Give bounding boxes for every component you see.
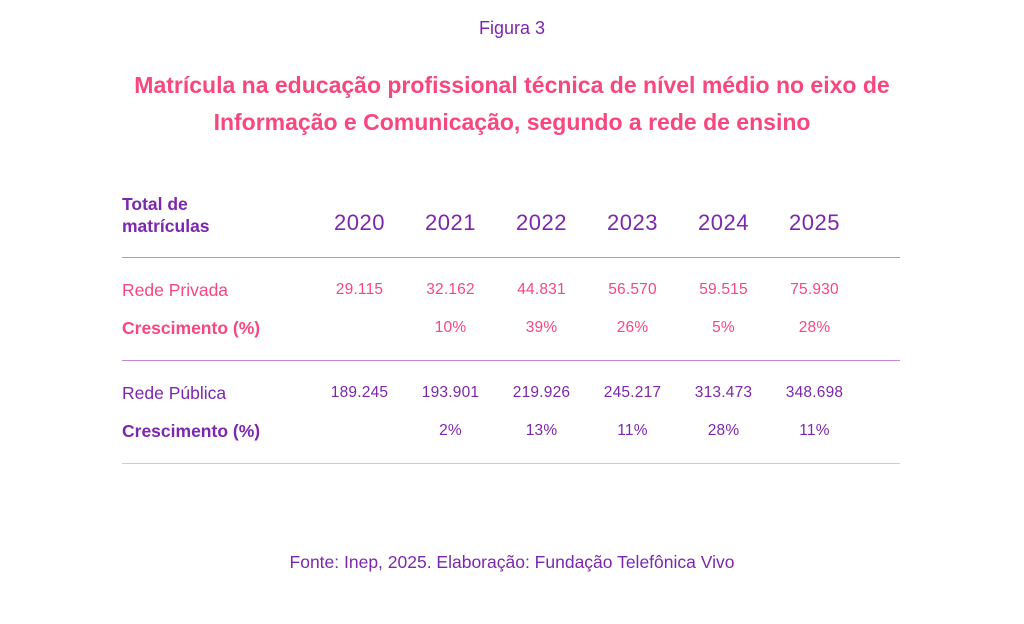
figure-title-line1: Matrícula na educação profissional técni… [134,72,890,98]
rede-publica-group: Rede Pública 189.245 193.901 219.926 245… [122,361,900,463]
year-header-2023: 2023 [607,210,658,235]
value-cell: 219.926 [512,384,571,401]
value-cell: 313.473 [694,384,753,401]
table-header-label: Total de matrículas [122,194,210,236]
growth-cell: 26% [616,319,649,336]
value-cell: 75.930 [790,281,839,298]
value-cell: 29.115 [335,281,384,298]
year-header-2021: 2021 [425,210,476,235]
growth-cell: 28% [707,422,740,439]
growth-cell: 10% [434,319,467,336]
value-cell: 59.515 [699,281,748,298]
value-cell: 348.698 [785,384,844,401]
table-row-crescimento-publica: Crescimento (%) 2% 13% 11% 28% 11% [122,404,900,463]
figure-number-label: Figura 3 [478,18,546,38]
table-divider-bottom [122,463,900,464]
row-label-rede-privada: Rede Privada [122,280,229,300]
table-row-rede-publica: Rede Pública 189.245 193.901 219.926 245… [122,361,900,404]
enrollment-table: Total de matrículas 2020 2021 2022 2023 … [122,193,900,464]
year-header-2025: 2025 [789,210,840,235]
growth-cell: 2% [439,422,462,439]
year-header-2024: 2024 [698,210,749,235]
year-header-2022: 2022 [516,210,567,235]
value-cell: 245.217 [603,384,662,401]
figure-title: Matrícula na educação profissional técni… [0,67,1024,141]
table-divider-middle [122,360,900,361]
table-divider-top [122,257,900,258]
figure-title-line2: Informação e Comunicação, segundo a rede… [213,109,811,135]
table-header-row: Total de matrículas 2020 2021 2022 2023 … [122,193,900,237]
table-row-rede-privada: Rede Privada 29.115 32.162 44.831 56.570… [122,258,900,301]
growth-cell: 28% [798,319,831,336]
value-cell: 189.245 [330,384,389,401]
growth-cell: 11% [617,422,648,439]
value-cell: 56.570 [608,281,657,298]
row-label-crescimento: Crescimento (%) [122,318,261,338]
table-row-crescimento-privada: Crescimento (%) 10% 39% 26% 5% 28% [122,301,900,360]
year-header-2020: 2020 [334,210,385,235]
value-cell: 193.901 [421,384,480,401]
row-label-crescimento: Crescimento (%) [122,421,261,441]
value-cell: 32.162 [426,281,475,298]
rede-privada-group: Rede Privada 29.115 32.162 44.831 56.570… [122,258,900,360]
value-cell: 44.831 [517,281,566,298]
row-label-rede-publica: Rede Pública [122,383,227,403]
growth-cell: 39% [525,319,558,336]
growth-cell: 5% [712,319,735,336]
growth-cell: 11% [799,422,830,439]
growth-cell: 13% [525,422,558,439]
source-credit: Fonte: Inep, 2025. Elaboração: Fundação … [289,552,735,572]
